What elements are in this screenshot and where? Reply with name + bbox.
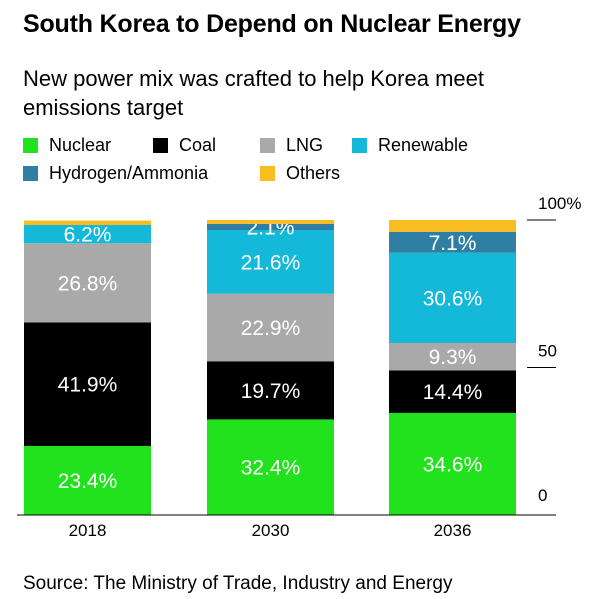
bar-segment-nuclear-2030 <box>207 419 334 515</box>
data-label-nuclear-2018: 23.4% <box>58 470 118 493</box>
legend-label-renewable: Renewable <box>378 134 469 155</box>
data-label-lng-2036: 9.3% <box>429 346 477 369</box>
bar-segment-others-2036 <box>389 220 516 232</box>
bar-segment-renewable-2018 <box>24 225 151 244</box>
legend-item-renewable: Renewable <box>352 133 468 157</box>
data-label-hydrogen-ammonia-2030: 2.1% <box>247 216 295 239</box>
legend-label-coal: Coal <box>179 134 217 155</box>
bar-segment-others-2030 <box>207 220 334 224</box>
legend-swatch-nuclear <box>23 137 38 153</box>
data-label-renewable-2036: 30.6% <box>423 287 483 310</box>
bar-segment-nuclear-2018 <box>24 445 151 515</box>
y-tick-label-100: 100% <box>538 194 581 213</box>
data-label-coal-2018: 41.9% <box>58 374 118 397</box>
x-tick-label-2036: 2036 <box>434 521 472 540</box>
data-label-nuclear-2036: 34.6% <box>423 453 483 476</box>
stacked-bar-chart: 23.4% 41.9% 26.8% 6.2% 2018 32.4% 19.7% 22.9% 21… <box>17 194 581 540</box>
legend-item-lng: LNG <box>260 133 323 157</box>
legend-label-others: Others <box>286 162 341 183</box>
legend-swatch-hydrogen-ammonia <box>23 165 38 181</box>
legend-label-hydrogen-ammonia: Hydrogen/Ammonia <box>49 162 209 183</box>
x-tick-label-2018: 2018 <box>69 521 107 540</box>
data-label-renewable-2030: 21.6% <box>241 251 301 274</box>
legend-label-nuclear: Nuclear <box>49 134 112 155</box>
bar-segment-others-2018 <box>24 220 151 226</box>
legend-item-others: Others <box>260 161 340 185</box>
x-tick-label-2030: 2030 <box>252 521 290 540</box>
bar-segment-nuclear-2036 <box>389 412 516 515</box>
legend-label-lng: LNG <box>286 134 324 155</box>
data-label-lng-2018: 26.8% <box>58 272 118 295</box>
bar-segment-hydrogen-ammonia-2030 <box>207 223 334 231</box>
legend-swatch-others <box>260 165 275 181</box>
bar-segment-hydrogen-ammonia-2036 <box>389 231 516 253</box>
y-tick-label-0: 0 <box>538 486 547 505</box>
chart-subtitle: New power mix was crafted to help Korea … <box>23 66 484 120</box>
data-label-coal-2030: 19.7% <box>241 380 301 403</box>
bar-segment-lng-2030 <box>207 293 334 362</box>
legend-item-nuclear: Nuclear <box>23 133 111 157</box>
bar-segment-coal-2018 <box>24 322 151 446</box>
legend-item-coal: Coal <box>153 133 216 157</box>
bar-segment-lng-2018 <box>24 243 151 323</box>
bar-segment-renewable-2036 <box>389 252 516 344</box>
data-label-nuclear-2030: 32.4% <box>241 457 301 480</box>
chart-title: South Korea to Depend on Nuclear Energy <box>23 10 521 38</box>
bar-segment-lng-2036 <box>389 343 516 371</box>
bar-segment-renewable-2030 <box>207 230 334 294</box>
legend-swatch-coal <box>153 137 168 153</box>
legend-swatch-lng <box>260 137 275 153</box>
data-label-hydrogen-ammonia-2036: 7.1% <box>429 232 477 255</box>
bar-segment-coal-2030 <box>207 361 334 420</box>
bar-segment-coal-2036 <box>389 370 516 413</box>
data-label-renewable-2018: 6.2% <box>64 224 112 247</box>
legend-item-hydrogen-ammonia: Hydrogen/Ammonia <box>23 161 208 185</box>
data-label-coal-2036: 14.4% <box>423 381 483 404</box>
source-note: Source: The Ministry of Trade, Industry … <box>23 573 453 594</box>
y-tick-label-50: 50 <box>538 342 557 361</box>
legend-swatch-renewable <box>352 137 367 153</box>
data-label-lng-2030: 22.9% <box>241 317 301 340</box>
